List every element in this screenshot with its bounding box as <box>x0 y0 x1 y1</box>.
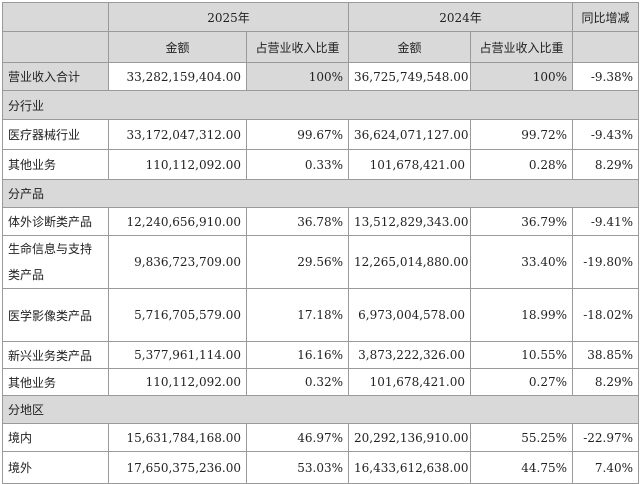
table-row: 医疗器械行业 33,172,047,312.00 99.67% 36,624,071,… <box>2 119 640 150</box>
section-title: 分地区 <box>1 395 640 424</box>
section-row: 分行业 <box>1 90 640 120</box>
table-row: 医学影像类产品 5,716,705,579.00 17.18% 6,973,004,5… <box>2 288 640 342</box>
amount-2024: 20,292,136,910.00 <box>348 423 472 452</box>
total-share-2025: 100% <box>245 62 350 91</box>
share-2025: 17.18% <box>245 288 350 342</box>
amount-2025: 9,836,723,709.00 <box>108 235 247 289</box>
share-2025: 29.56% <box>245 235 350 289</box>
row-label: 新兴业务类产品 <box>2 341 109 369</box>
share-2025: 99.67% <box>245 119 350 150</box>
header-yoy: 同比增减 <box>572 2 640 32</box>
header-amount-2024: 金额 <box>348 31 472 63</box>
yoy-change: -22.97% <box>572 423 640 452</box>
yoy-change: -18.02% <box>572 288 640 342</box>
amount-2024: 3,873,222,326.00 <box>348 341 472 369</box>
table-row: 体外诊断类产品 12,240,656,910.00 36.78% 13,512,829… <box>2 207 640 236</box>
amount-2025: 33,172,047,312.00 <box>108 119 247 150</box>
section-row: 分地区 <box>1 395 640 424</box>
row-label: 生命信息与支持类产品 <box>2 235 109 289</box>
table-row: 其他业务 110,112,092.00 0.32% 101,678,421.00 0.2… <box>2 368 640 396</box>
section-title: 分产品 <box>1 179 640 208</box>
yoy-change: 7.40% <box>572 451 640 484</box>
amount-2024: 13,512,829,343.00 <box>348 207 472 236</box>
yoy-change: -9.43% <box>572 119 640 150</box>
share-2025: 36.78% <box>245 207 350 236</box>
table-row: 境内 15,631,784,168.00 46.97% 20,292,136,910.… <box>2 423 640 452</box>
header-blank <box>2 31 109 63</box>
header-row-years: 2025年 2024年 同比增减 <box>2 2 640 32</box>
amount-2024: 101,678,421.00 <box>348 368 472 396</box>
row-label: 境外 <box>2 451 109 484</box>
yoy-change: 8.29% <box>572 368 640 396</box>
share-2024: 99.72% <box>470 119 574 150</box>
share-2024: 55.25% <box>470 423 574 452</box>
total-row: 营业收入合计 33,282,159,404.00 100% 36,725,749… <box>2 62 640 91</box>
amount-2024: 36,624,071,127.00 <box>348 119 472 150</box>
header-share-2025: 占营业收入比重 <box>245 31 350 63</box>
header-share-2024: 占营业收入比重 <box>470 31 574 63</box>
amount-2025: 12,240,656,910.00 <box>108 207 247 236</box>
share-2025: 46.97% <box>245 423 350 452</box>
share-2024: 36.79% <box>470 207 574 236</box>
amount-2025: 110,112,092.00 <box>108 149 247 180</box>
share-2024: 33.40% <box>470 235 574 289</box>
share-2025: 16.16% <box>245 341 350 369</box>
amount-2025: 17,650,375,236.00 <box>108 451 247 484</box>
row-label: 其他业务 <box>2 368 109 396</box>
header-amount-2025: 金额 <box>108 31 247 63</box>
total-amount-2024: 36,725,749,548.00 <box>348 62 472 91</box>
row-label: 其他业务 <box>2 149 109 180</box>
row-label: 体外诊断类产品 <box>2 207 109 236</box>
header-corner <box>2 2 109 32</box>
share-2025: 0.32% <box>245 368 350 396</box>
section-title: 分行业 <box>1 90 640 120</box>
amount-2025: 5,377,961,114.00 <box>108 341 247 369</box>
share-2024: 0.28% <box>470 149 574 180</box>
share-2024: 18.99% <box>470 288 574 342</box>
row-label: 医学影像类产品 <box>2 288 109 342</box>
table-row: 新兴业务类产品 5,377,961,114.00 16.16% 3,873,222,3… <box>2 341 640 369</box>
section-row: 分产品 <box>1 179 640 208</box>
share-2024: 0.27% <box>470 368 574 396</box>
amount-2024: 12,265,014,880.00 <box>348 235 472 289</box>
total-share-2024: 100% <box>470 62 574 91</box>
amount-2025: 110,112,092.00 <box>108 368 247 396</box>
share-2025: 53.03% <box>245 451 350 484</box>
amount-2025: 15,631,784,168.00 <box>108 423 247 452</box>
table-row: 境外 17,650,375,236.00 53.03% 16,433,612,638.… <box>2 451 640 484</box>
yoy-change: 38.85% <box>572 341 640 369</box>
share-2024: 10.55% <box>470 341 574 369</box>
yoy-change: -9.41% <box>572 207 640 236</box>
header-row-metrics: 金额 占营业收入比重 金额 占营业收入比重 <box>2 31 640 63</box>
table-row: 其他业务 110,112,092.00 0.33% 101,678,421.00 0.2… <box>2 149 640 180</box>
row-label: 医疗器械行业 <box>2 119 109 150</box>
header-2025: 2025年 <box>107 2 350 32</box>
row-label: 境内 <box>2 423 109 452</box>
share-2025: 0.33% <box>245 149 350 180</box>
amount-2024: 101,678,421.00 <box>348 149 472 180</box>
total-label: 营业收入合计 <box>2 62 109 91</box>
share-2024: 44.75% <box>470 451 574 484</box>
total-amount-2025: 33,282,159,404.00 <box>108 62 247 91</box>
header-2024: 2024年 <box>348 2 574 32</box>
yoy-change: -19.80% <box>572 235 640 289</box>
amount-2025: 5,716,705,579.00 <box>108 288 247 342</box>
header-blank-yoy <box>572 31 640 63</box>
total-yoy: -9.38% <box>572 62 640 91</box>
table-row: 生命信息与支持类产品 9,836,723,709.00 29.56% 12,265,0… <box>2 235 640 289</box>
amount-2024: 16,433,612,638.00 <box>348 451 472 484</box>
amount-2024: 6,973,004,578.00 <box>348 288 472 342</box>
yoy-change: 8.29% <box>572 149 640 180</box>
